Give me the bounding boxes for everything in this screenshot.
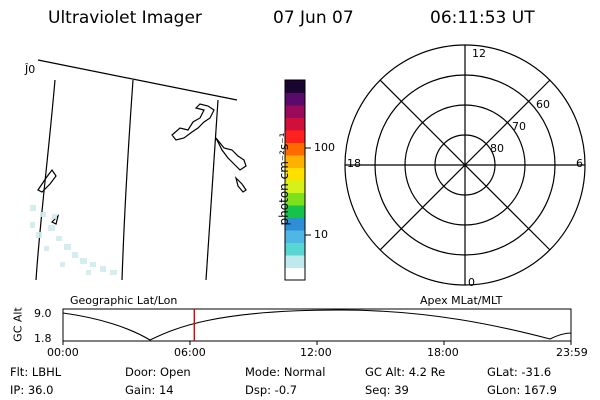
colorbar-tick-100: 100 [314,141,335,154]
colorbar-segment [285,92,305,106]
colorbar-segment [285,155,305,168]
altitude-ylabel: GC Alt [11,307,25,342]
status-flt: Flt: LBHL [10,365,62,379]
app-title: Ultraviolet Imager [48,8,202,28]
mlt-label-0: 0 [468,276,475,289]
colorbar-segment [285,180,305,193]
status-ip: IP: 36.0 [10,383,54,397]
coastline [171,103,215,141]
lat-label-60: 60 [536,98,550,111]
xtick-0000: 00:00 [47,346,79,359]
colorbar-segment [285,80,305,93]
status-glon: GLon: 167.9 [487,383,557,397]
altitude-ytick-1-8: 1.8 [34,332,52,345]
colorbar-segment [285,105,305,118]
date-label: 07 Jun 07 [273,8,354,28]
status-gain: Gain: 14 [125,383,174,397]
colorbar-segment [285,167,305,181]
time-label: 06:11:53 UT [430,8,535,28]
colorbar-segment [285,217,305,231]
mlt-label-12: 12 [472,47,486,60]
colorbar-unit-label: photon cm⁻²s⁻¹ [277,132,291,226]
colorbar-segment [285,242,305,256]
colorbar-segment [285,255,305,268]
status-dsp: Dsp: -0.7 [245,383,298,397]
altitude-plot [62,308,572,345]
colorbar-segment [285,230,305,243]
status-glat: GLat: -31.6 [487,365,552,379]
latitude-line [37,59,238,101]
xtick-1200: 12:00 [300,346,332,359]
status-gc-alt: GC Alt: 4.2 Re [365,365,446,379]
colorbar-segment [285,117,305,131]
colorbar [284,79,311,281]
status-seq: Seq: 39 [365,383,409,397]
xtick-2359: 23:59 [556,346,588,359]
lat-label-80: 80 [490,142,504,155]
colorbar-segment [285,192,305,206]
corner-glyph: Ĵ0 [24,63,35,76]
status-mode: Mode: Normal [245,365,326,379]
geo-panel-label: Geographic Lat/Lon [70,294,178,307]
xtick-1800: 18:00 [427,346,459,359]
xtick-0600: 06:00 [174,346,206,359]
lat-label-70: 70 [512,120,526,133]
mlt-label-6: 6 [576,157,583,170]
polar-plot [344,44,586,286]
colorbar-segment [285,205,305,218]
mlt-label-18: 18 [347,157,361,170]
altitude-ytick-9: 9.0 [34,307,52,320]
geographic-map [35,59,247,280]
colorbar-tick-10: 10 [314,228,328,241]
uv-emission [30,205,117,275]
colorbar-segment [285,142,305,156]
polar-panel-label: Apex MLat/MLT [420,294,503,307]
colorbar-segment [285,130,305,143]
colorbar-segment [285,267,305,281]
status-door: Door: Open [125,365,191,379]
